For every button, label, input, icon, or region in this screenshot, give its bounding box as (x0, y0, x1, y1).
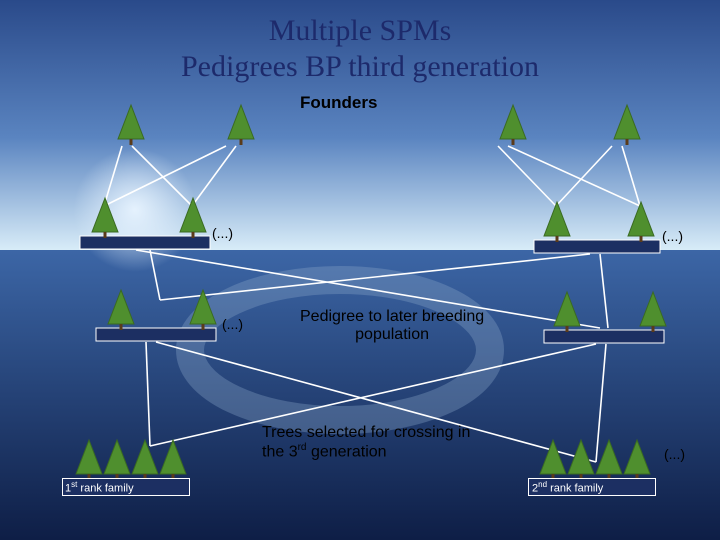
pedigree-later-label: Pedigree to later breedingpopulation (300, 308, 484, 344)
founders-label: Founders (300, 93, 377, 113)
ellipsis-top-right: (...) (662, 228, 683, 244)
trees-selected-label: Trees selected for crossing inthe 3rd ge… (262, 424, 470, 461)
ellipsis-top-left: (...) (212, 225, 233, 241)
second-rank-label: 2nd rank family (532, 480, 603, 495)
ellipsis-bot-right: (...) (664, 446, 685, 462)
first-rank-label: 1st rank family (65, 480, 134, 495)
title-line2: Pedigrees BP third generation (0, 50, 720, 84)
title-line1: Multiple SPMs (0, 14, 720, 48)
ellipsis-mid-left: (...) (222, 316, 243, 332)
